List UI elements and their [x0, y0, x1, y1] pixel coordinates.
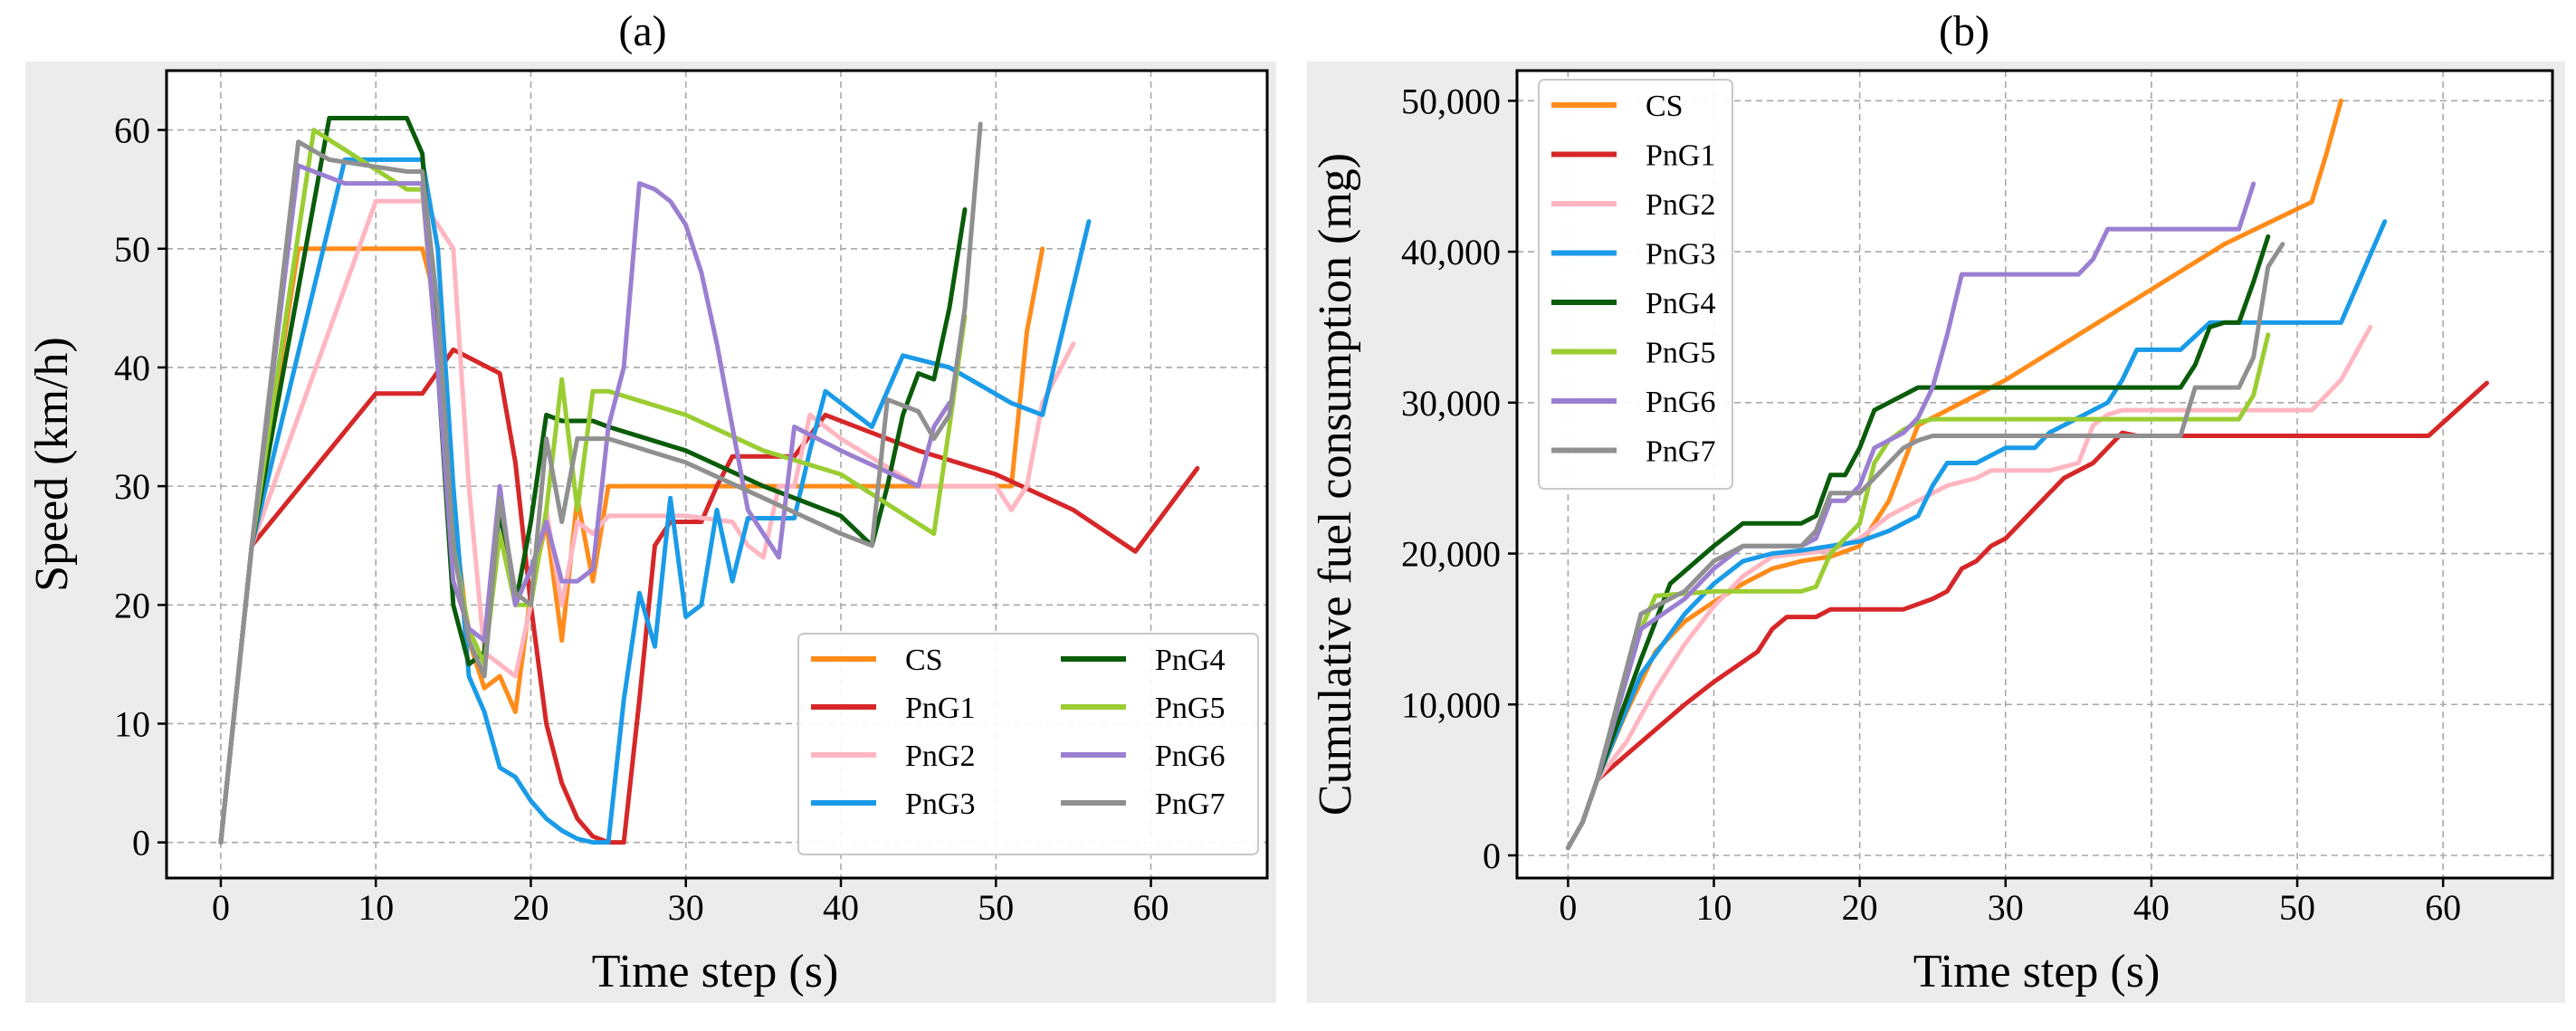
legend-label-png4: PnG4: [1646, 287, 1715, 320]
plot-frame: [1515, 69, 2554, 880]
y-tick-label: 40: [114, 348, 150, 388]
speed-chart: 0 10 20 30 40 50 60 0 10 20 30 40 50 60 CS PnG1 PnG2 PnG3…: [114, 69, 1269, 928]
y-tick-label: 60: [114, 110, 150, 151]
legend-label-png2: PnG2: [1646, 188, 1715, 222]
legend-label-png5: PnG5: [1155, 692, 1225, 725]
legend-label-png6: PnG6: [1646, 386, 1715, 419]
legend-label-png1: PnG1: [1646, 139, 1715, 173]
legend: CS PnG1 PnG2 PnG3 PnG4 PnG5 PnG6 PnG7: [797, 633, 1259, 855]
series-line-png4: [1565, 234, 2271, 851]
x-tick-label: 60: [2425, 887, 2461, 928]
series-line-png3: [218, 157, 1092, 845]
x-tick-label: 40: [2133, 887, 2170, 928]
y-tick-label: 30,000: [1401, 383, 1501, 424]
series-line-png7: [218, 121, 983, 845]
legend-label-png7: PnG7: [1646, 435, 1715, 469]
legend-label-png3: PnG3: [905, 788, 975, 821]
y-tick-label: 40,000: [1401, 232, 1501, 272]
x-tick-label: 60: [1133, 887, 1169, 928]
panel-a-title: (a): [618, 7, 666, 55]
y-tick-label: 0: [1483, 835, 1501, 876]
x-tick-label: 40: [823, 887, 859, 928]
series-line-png7: [1565, 242, 2285, 851]
y-tick-label: 0: [132, 823, 150, 864]
panel-a-y-axis-label: Speed (km/h): [26, 337, 78, 592]
panel-b-title: (b): [1939, 7, 1989, 55]
x-tick-label: 50: [978, 887, 1014, 928]
legend-label-png4: PnG4: [1155, 644, 1225, 677]
series-line-png6: [218, 163, 952, 845]
series-line-png6: [1565, 181, 2256, 851]
series-line-png1: [218, 347, 1200, 845]
plot-frame: [165, 69, 1269, 880]
series-line-png3: [1565, 219, 2388, 851]
y-tick-label: 20,000: [1401, 534, 1501, 575]
x-tick-label: 10: [358, 887, 394, 928]
legend-label-cs: CS: [905, 644, 943, 677]
legend-label-png3: PnG3: [1646, 238, 1715, 272]
x-tick-label: 0: [212, 887, 230, 928]
panel-a-x-axis-label: Time step (s): [592, 946, 839, 998]
legend-label-png5: PnG5: [1646, 337, 1715, 370]
panel-b-y-axis-label: Cumulative fuel consumption (mg): [1310, 153, 1361, 816]
legend-label-png7: PnG7: [1155, 788, 1225, 821]
x-tick-label: 10: [1696, 887, 1732, 928]
legend-box: [797, 633, 1259, 855]
panel-b-x-axis-label: Time step (s): [1913, 946, 2161, 998]
series-line-png1: [1565, 380, 2489, 851]
legend-label-png1: PnG1: [905, 692, 975, 725]
y-tick-label: 50: [114, 229, 150, 270]
y-tick-label: 20: [114, 585, 150, 625]
series-line-cs: [1565, 98, 2343, 851]
y-tick-label: 10,000: [1401, 684, 1501, 725]
fuel-chart: 0 10 20 30 40 50 60 0 10,000 20,000 30,000 40,000 50…: [1401, 69, 2554, 928]
legend-box: [1538, 79, 1733, 490]
x-tick-label: 20: [1842, 887, 1878, 928]
x-tick-label: 50: [2279, 887, 2315, 928]
legend-label-png2: PnG2: [905, 740, 975, 773]
series-line-png2: [1565, 324, 2373, 851]
x-tick-label: 20: [512, 887, 549, 928]
legend: CS PnG1 PnG2 PnG3 PnG4 PnG5 PnG6 PnG7: [1538, 79, 1733, 490]
y-tick-label: 30: [114, 466, 150, 507]
legend-label-cs: CS: [1646, 90, 1684, 123]
y-tick-label: 50,000: [1401, 81, 1501, 121]
x-tick-label: 30: [668, 887, 704, 928]
legend-label-png6: PnG6: [1155, 740, 1225, 773]
series-line-png5: [1565, 332, 2271, 851]
x-tick-label: 0: [1559, 887, 1577, 928]
x-tick-label: 30: [1988, 887, 2024, 928]
y-tick-label: 10: [114, 703, 150, 744]
